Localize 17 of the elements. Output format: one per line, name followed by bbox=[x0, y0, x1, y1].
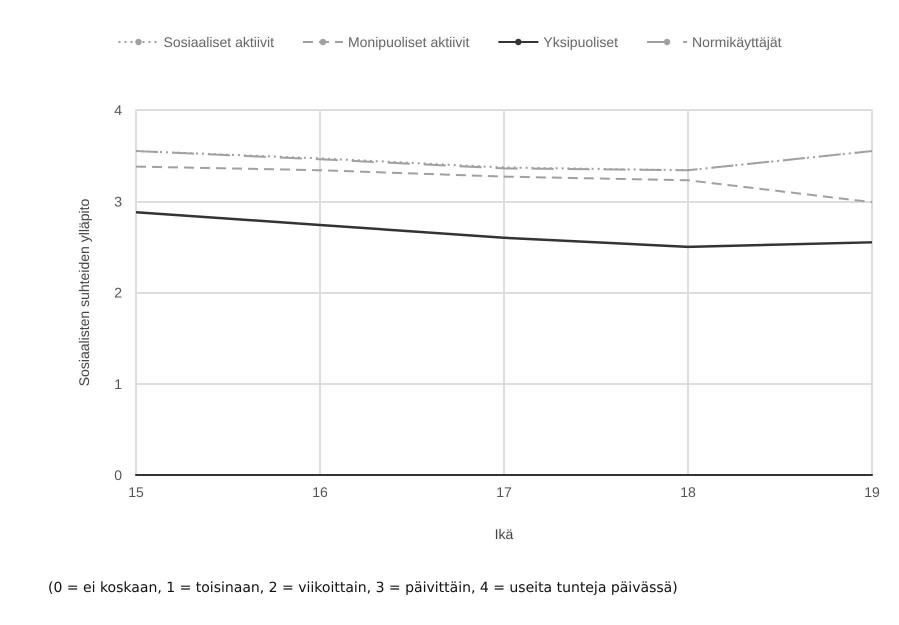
legend-label: Yksipuoliset bbox=[543, 34, 618, 50]
y-tick-label: 4 bbox=[114, 102, 122, 118]
y-tick-label: 2 bbox=[114, 284, 122, 300]
y-tick-label: 0 bbox=[114, 467, 122, 483]
y-tick-label: 1 bbox=[114, 376, 122, 392]
y-tick-label: 3 bbox=[114, 193, 122, 210]
x-tick-label: 18 bbox=[680, 484, 696, 500]
legend-label: Monipuoliset aktiivit bbox=[348, 34, 470, 50]
x-tick-label: 19 bbox=[864, 484, 880, 500]
y-axis-title: Sosiaalisten suhteiden ylläpito bbox=[76, 198, 92, 386]
legend-label: Normikäyttäjät bbox=[692, 34, 782, 50]
legend-label: Sosiaaliset aktiivit bbox=[163, 34, 274, 50]
text: (0 = ei koskaan, 1 = toisinaan, 2 = viikoittain, 3 = päivittäin, 4 = useita tunteja päivässä) bbox=[48, 580, 678, 596]
x-tick-label: 15 bbox=[128, 484, 144, 500]
x-axis-title: Ikä bbox=[494, 526, 514, 542]
x-tick-label: 17 bbox=[496, 484, 512, 500]
x-tick-label: 16 bbox=[312, 484, 328, 500]
